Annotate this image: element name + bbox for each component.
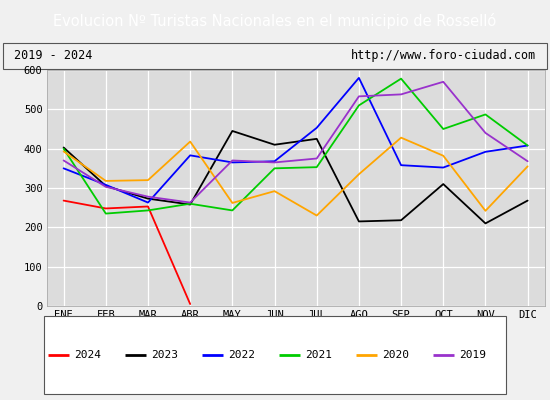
Text: 2024: 2024: [74, 350, 101, 360]
Text: 2022: 2022: [228, 350, 255, 360]
Text: http://www.foro-ciudad.com: http://www.foro-ciudad.com: [351, 48, 536, 62]
Text: 2021: 2021: [305, 350, 332, 360]
Text: 2019: 2019: [459, 350, 486, 360]
Text: Evolucion Nº Turistas Nacionales en el municipio de Rosselló: Evolucion Nº Turistas Nacionales en el m…: [53, 13, 497, 29]
Text: 2020: 2020: [382, 350, 409, 360]
Text: 2023: 2023: [151, 350, 178, 360]
Text: 2019 - 2024: 2019 - 2024: [14, 48, 92, 62]
